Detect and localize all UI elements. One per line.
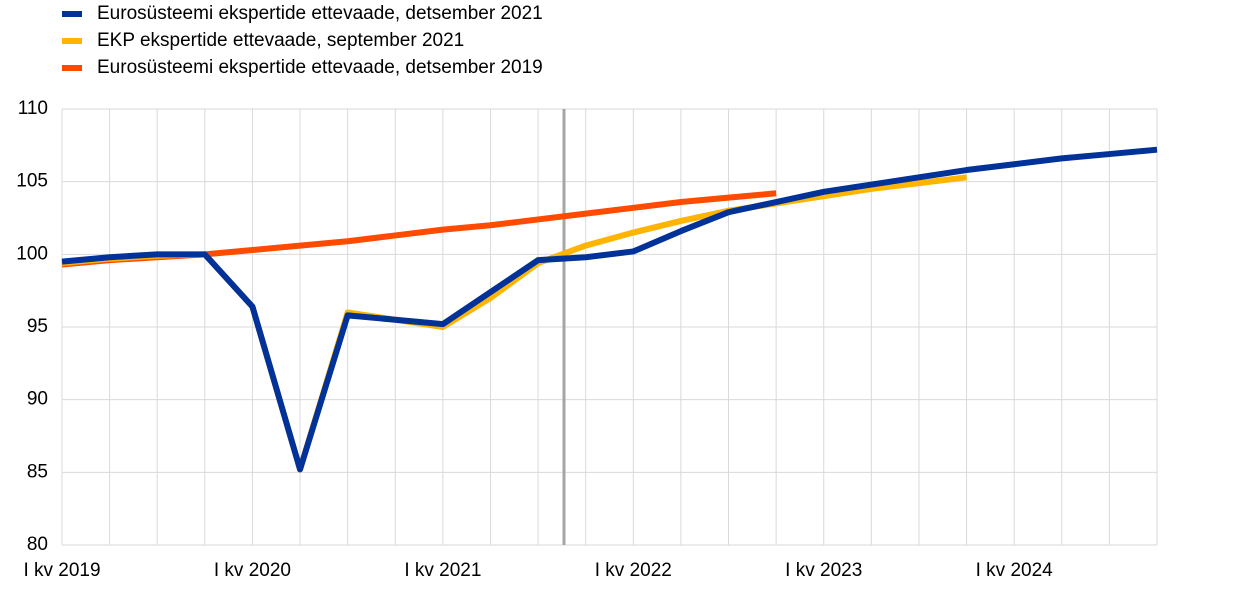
y-tick-label: 95 — [27, 316, 48, 337]
legend-label: Eurosüsteemi ekspertide ettevaade, detse… — [97, 3, 543, 24]
legend-label: EKP ekspertide ettevaade, september 2021 — [97, 30, 464, 51]
legend-swatch — [62, 38, 82, 44]
x-tick-label: I kv 2021 — [404, 560, 481, 581]
legend-label: Eurosüsteemi ekspertide ettevaade, detse… — [97, 57, 543, 78]
x-tick-label: I kv 2020 — [214, 560, 291, 581]
x-tick-label: I kv 2023 — [785, 560, 862, 581]
x-tick-label: I kv 2019 — [23, 560, 100, 581]
legend-swatch — [62, 65, 82, 71]
x-tick-label: I kv 2024 — [976, 560, 1054, 581]
y-tick-label: 80 — [27, 534, 48, 555]
y-tick-label: 110 — [18, 98, 48, 119]
x-tick-label: I kv 2022 — [595, 560, 672, 581]
y-tick-label: 90 — [27, 389, 48, 410]
y-tick-label: 105 — [16, 171, 48, 192]
series-line — [61, 146, 1158, 473]
y-tick-label: 100 — [16, 243, 48, 264]
legend-swatch — [62, 11, 82, 17]
y-tick-label: 85 — [27, 461, 48, 482]
